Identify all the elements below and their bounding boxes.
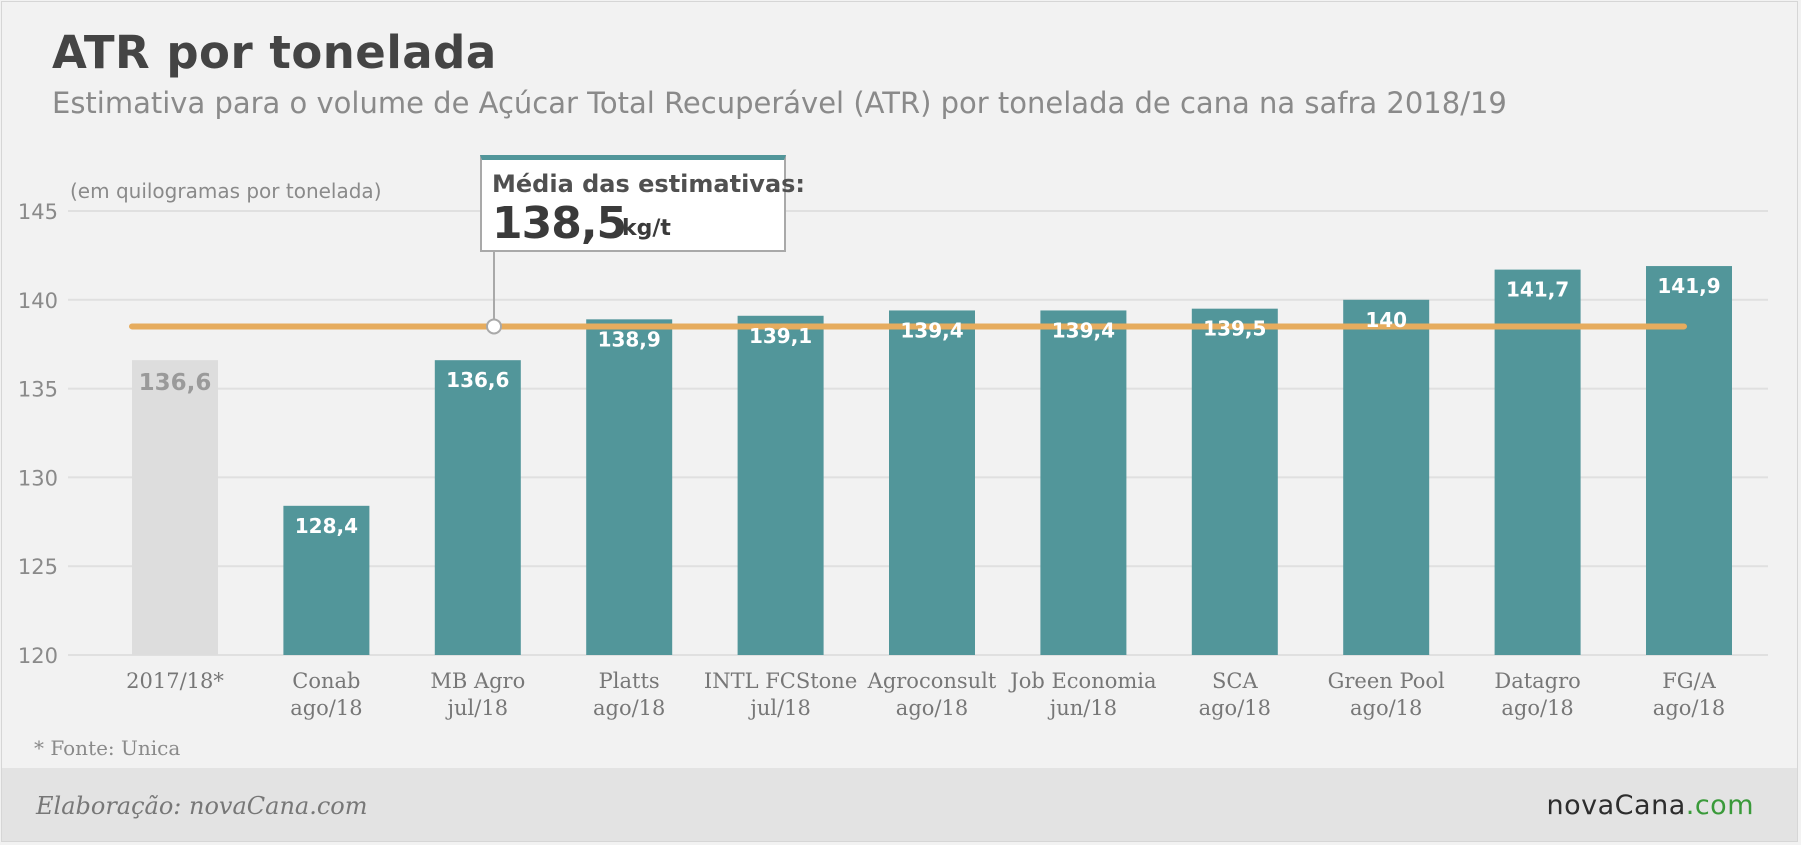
bar-value-label: 139,5 (1203, 317, 1266, 341)
source-note: * Fonte: Unica (34, 736, 181, 760)
x-tick-label: INTL FCStone (704, 669, 857, 693)
bar-value-label: 136,6 (446, 368, 509, 392)
y-tick-label: 135 (18, 378, 58, 402)
x-tick-label: ago/18 (896, 696, 968, 720)
bar-value-label: 139,4 (1052, 318, 1115, 342)
bar (1191, 308, 1278, 655)
bar (1343, 299, 1430, 655)
x-tick-label: ago/18 (1199, 696, 1271, 720)
bar-chart: 120 125 130 135 140 145 (em quilogramas por t… (18, 179, 1768, 720)
logo-main: novaCana (1546, 790, 1686, 821)
x-tick-label: SCA (1212, 669, 1258, 693)
bar-value-label: 139,1 (749, 324, 812, 348)
x-tick-label: ago/18 (593, 696, 665, 720)
x-tick-label: ago/18 (1653, 696, 1725, 720)
bar-value-label: 136,6 (139, 370, 212, 396)
bar-value-label: 128,4 (295, 514, 358, 538)
x-tick-label: Job Economia (1008, 669, 1156, 693)
x-tick-label: MB Agro (430, 669, 525, 693)
y-tick-label: 120 (18, 644, 58, 668)
bar (434, 360, 521, 655)
logo-suffix: .com (1685, 790, 1754, 821)
average-marker (486, 318, 502, 335)
x-tick-label: Platts (599, 669, 660, 693)
chart-title: ATR por tonelada (52, 26, 497, 79)
bar (586, 319, 673, 655)
chart-subtitle: Estimativa para o volume de Açúcar Total… (52, 86, 1507, 120)
y-tick-label: 125 (18, 555, 58, 579)
y-axis-label: (em quilogramas por tonelada) (70, 179, 382, 203)
bar (132, 360, 218, 655)
y-tick-label: 140 (18, 289, 58, 313)
bar (737, 315, 824, 655)
bar (889, 310, 975, 655)
callout-unit: kg/t (622, 216, 671, 241)
y-tick-label: 130 (18, 466, 58, 490)
callout-value: 138,5 (492, 198, 627, 249)
callout-label: Média das estimativas: (492, 170, 806, 198)
x-tick-label: ago/18 (1350, 696, 1422, 720)
brand-logo: novaCana.com (1547, 790, 1754, 821)
y-tick-label: 145 (18, 200, 58, 224)
x-tick-label: Datagro (1494, 669, 1580, 693)
x-tick-label: Green Pool (1328, 669, 1445, 693)
bar (283, 505, 370, 655)
bar-value-label: 141,7 (1506, 278, 1569, 302)
bar (1040, 310, 1127, 655)
x-tick-label: 2017/18* (126, 669, 224, 693)
average-callout: Média das estimativas: 138,5 kg/t (480, 155, 805, 252)
x-tick-label: ago/18 (1501, 696, 1573, 720)
bar-value-label: 139,4 (900, 318, 963, 342)
x-tick-label: FG/A (1662, 669, 1716, 693)
bar (1646, 266, 1732, 655)
bar (1494, 269, 1581, 655)
x-tick-label: jun/18 (1047, 696, 1117, 720)
bar-value-label: 140 (1365, 308, 1407, 332)
bar-value-label: 138,9 (598, 327, 661, 351)
x-tick-label: Conab (292, 669, 360, 693)
x-tick-label: jul/18 (445, 696, 509, 720)
x-tick-label: Agroconsult (867, 669, 997, 693)
credit-text: Elaboração: novaCana.com (36, 792, 368, 820)
footer-bar: Elaboração: novaCana.com novaCana.com (2, 768, 1798, 842)
x-tick-label: jul/18 (747, 696, 811, 720)
x-tick-label: ago/18 (290, 696, 362, 720)
bar-value-label: 141,9 (1657, 274, 1720, 298)
